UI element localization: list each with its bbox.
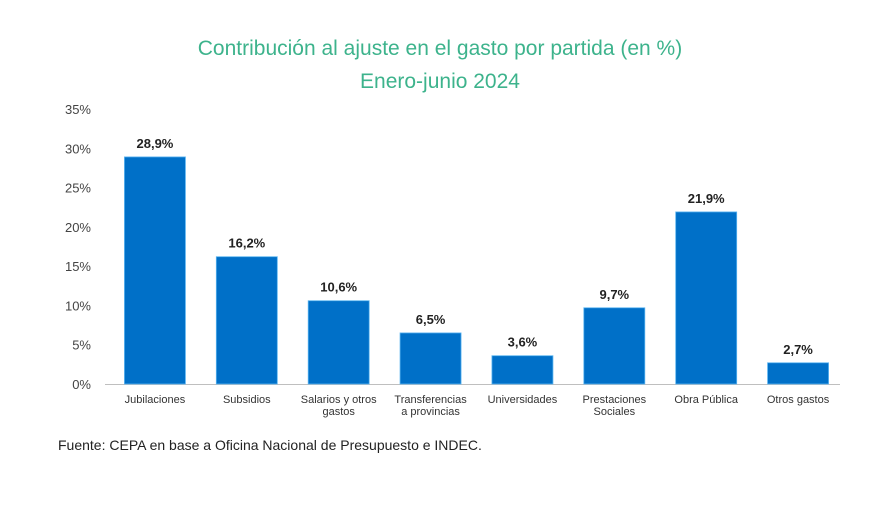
chart-title: Contribución al ajuste en el gasto por p… <box>197 37 683 60</box>
y-tick-label: 0% <box>72 377 91 392</box>
x-tick-label: Obra Pública <box>674 394 738 406</box>
y-tick-label: 25% <box>65 181 91 196</box>
source-note: Fuente: CEPA en base a Oficina Nacional … <box>58 437 482 453</box>
x-tick-label: Subsidios <box>223 394 271 406</box>
data-label: 9,7% <box>599 287 629 302</box>
x-tick-label: Jubilaciones <box>125 394 186 406</box>
y-tick-label: 5% <box>72 338 91 353</box>
bar <box>491 355 554 385</box>
bar <box>124 156 186 385</box>
chart-subtitle: Enero-junio 2024 <box>360 70 520 93</box>
data-label: 3,6% <box>508 335 538 350</box>
y-tick-label: 30% <box>65 141 91 156</box>
x-tick-label: Otros gastos <box>767 394 830 406</box>
bar <box>767 362 829 385</box>
bar <box>675 211 738 385</box>
y-tick-label: 20% <box>65 220 91 235</box>
data-label: 10,6% <box>320 280 357 295</box>
y-tick-label: 15% <box>65 259 91 274</box>
bar <box>215 256 278 385</box>
x-axis-labels: Jubilaciones Subsidios Salarios y otrosgas… <box>125 394 830 418</box>
data-label: 2,7% <box>783 342 813 357</box>
bar <box>583 307 646 385</box>
x-tick-label: gastos <box>322 406 355 418</box>
data-label: 6,5% <box>416 312 446 327</box>
data-label: 16,2% <box>228 236 265 251</box>
x-tick-label: a provincias <box>401 406 460 418</box>
x-tick-label: Prestaciones <box>583 394 647 406</box>
x-tick-label: Salarios y otros <box>301 394 377 406</box>
data-label: 28,9% <box>137 136 174 151</box>
x-tick-label: Universidades <box>488 394 558 406</box>
bar <box>307 300 370 385</box>
data-label: 21,9% <box>688 191 725 206</box>
x-tick-label: Sociales <box>594 406 636 418</box>
bar <box>399 332 462 385</box>
y-axis: 0% 5% 10% 15% 20% 25% 30% 35% <box>65 102 91 392</box>
y-tick-label: 35% <box>65 102 91 117</box>
x-tick-label: Transferencias <box>394 394 467 406</box>
bars: 28,9% 16,2% 10,6% 6,5% 3,6% 9,7% 21,9% 2,7% <box>124 136 829 385</box>
y-tick-label: 10% <box>65 298 91 313</box>
